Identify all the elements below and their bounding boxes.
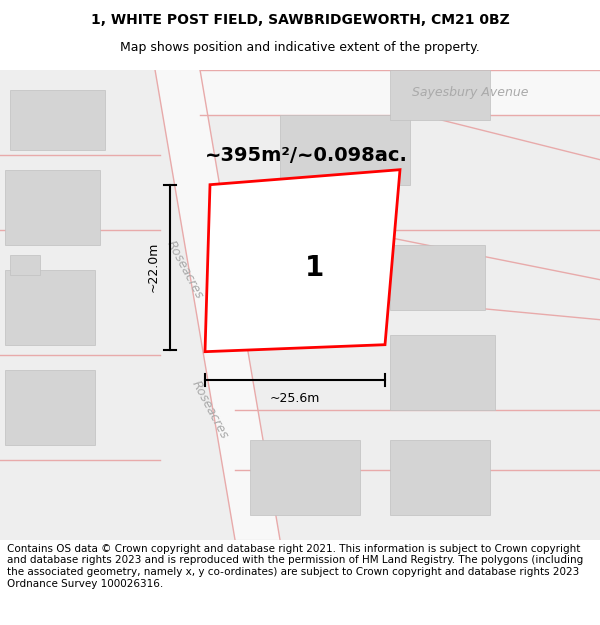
Bar <box>390 335 495 410</box>
Bar <box>10 255 40 275</box>
Polygon shape <box>155 69 280 539</box>
Text: 1: 1 <box>305 254 325 282</box>
Bar <box>280 115 410 185</box>
Polygon shape <box>200 69 600 115</box>
Text: 1, WHITE POST FIELD, SAWBRIDGEWORTH, CM21 0BZ: 1, WHITE POST FIELD, SAWBRIDGEWORTH, CM2… <box>91 13 509 27</box>
Text: Sayesbury Avenue: Sayesbury Avenue <box>412 86 528 99</box>
Bar <box>390 244 485 309</box>
Text: Roseacres: Roseacres <box>189 378 231 441</box>
Text: ~22.0m: ~22.0m <box>147 242 160 292</box>
Bar <box>390 69 490 120</box>
Text: Contains OS data © Crown copyright and database right 2021. This information is : Contains OS data © Crown copyright and d… <box>7 544 583 589</box>
Text: ~25.6m: ~25.6m <box>270 392 320 405</box>
Polygon shape <box>205 169 400 352</box>
Bar <box>5 169 100 244</box>
Bar <box>250 440 360 514</box>
Text: Map shows position and indicative extent of the property.: Map shows position and indicative extent… <box>120 41 480 54</box>
Bar <box>10 89 105 149</box>
Text: ~395m²/~0.098ac.: ~395m²/~0.098ac. <box>205 146 408 164</box>
Bar <box>255 239 370 345</box>
Bar <box>5 270 95 345</box>
Text: Roseacres: Roseacres <box>164 238 206 301</box>
Bar <box>5 369 95 445</box>
Bar <box>390 440 490 514</box>
